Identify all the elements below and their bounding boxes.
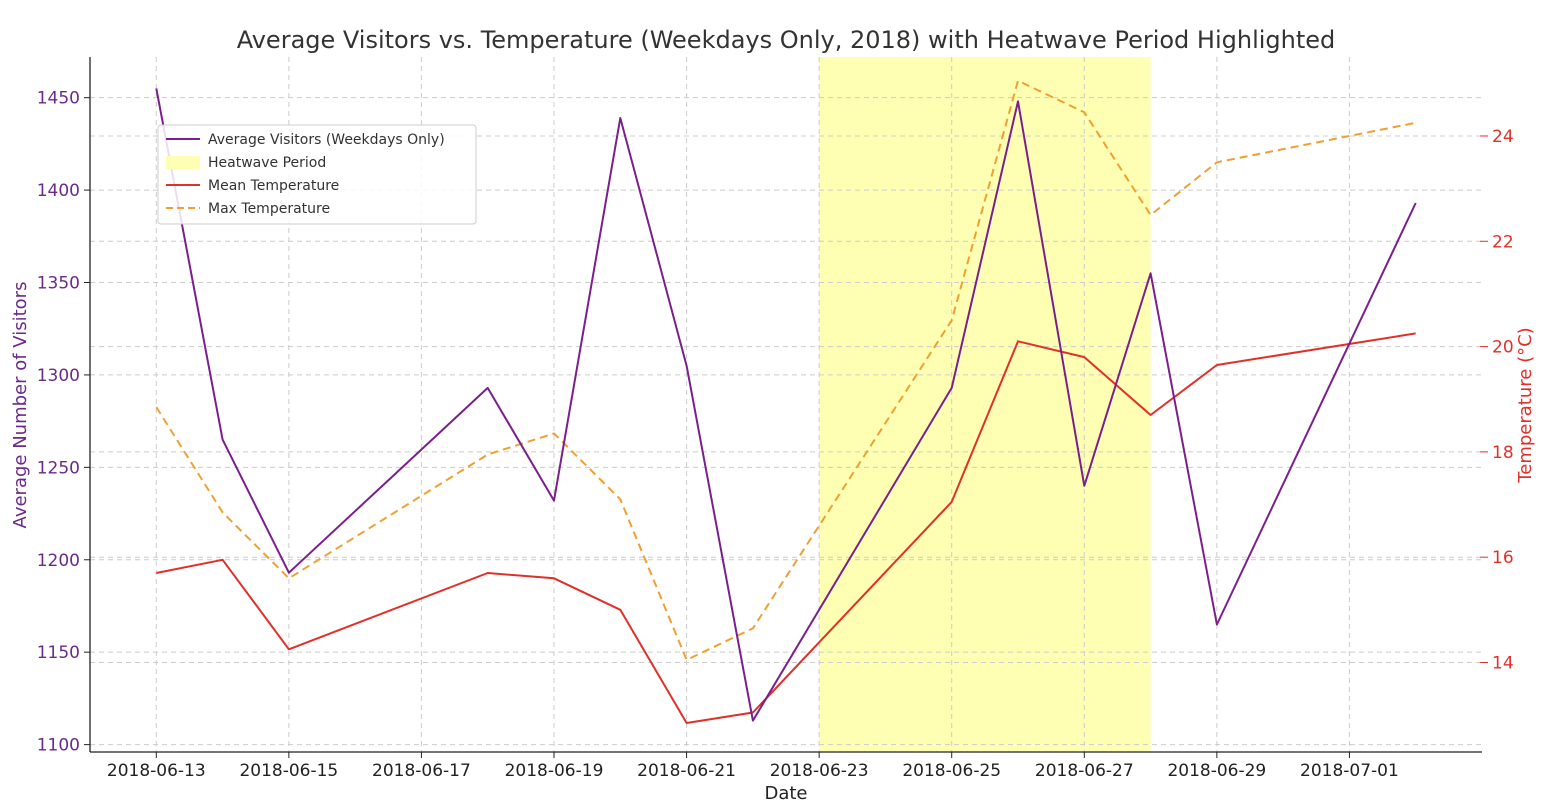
series-line-max-temperature — [155, 79, 1416, 661]
y-tick-label-left: 1250 — [37, 458, 80, 478]
x-tick-label: 2018-06-13 — [107, 761, 206, 781]
series-line-mean-temperature — [156, 332, 1416, 724]
y-tick-label-right: 24 — [1492, 127, 1514, 147]
y-tick-label-left: 1300 — [37, 366, 80, 386]
legend: Average Visitors (Weekdays Only) Heatwave… — [157, 124, 477, 225]
x-tick-label: 2018-06-27 — [1035, 761, 1134, 781]
y-tick-label-left: 1200 — [37, 551, 80, 571]
x-tick-label: 2018-06-19 — [505, 761, 604, 781]
legend-label: Mean Temperature — [208, 178, 339, 194]
legend-swatch-heatwave — [166, 156, 200, 169]
legend-box — [157, 124, 477, 225]
y-tick-label-left: 1100 — [37, 736, 80, 756]
tick-labels: 2018-06-13 2018-06-15 2018-06-17 2018-06-19… — [37, 89, 1514, 781]
y-tick-label-left: 1350 — [37, 274, 80, 294]
y-tick-label-right: 16 — [1492, 548, 1514, 568]
x-tick-label: 2018-06-15 — [239, 761, 338, 781]
y-axis-label-right: Temperature (°C) — [1515, 327, 1536, 483]
x-tick-label: 2018-06-25 — [902, 761, 1001, 781]
heatwave-band — [819, 57, 1151, 752]
legend-label: Max Temperature — [208, 201, 330, 217]
x-tick-label: 2018-06-17 — [372, 761, 471, 781]
y-tick-label-left: 1450 — [37, 89, 80, 109]
chart-title: Average Visitors vs. Temperature (Weekda… — [237, 26, 1336, 54]
y-tick-label-right: 22 — [1492, 232, 1514, 252]
series-lines — [155, 79, 1417, 724]
x-tick-label: 2018-07-01 — [1300, 761, 1399, 781]
y-tick-label-right: 18 — [1492, 443, 1514, 463]
x-axis-label: Date — [764, 783, 807, 804]
y-tick-label-left: 1400 — [37, 181, 80, 201]
y-tick-label-right: 20 — [1492, 338, 1514, 358]
y-axis-label-left: Average Number of Visitors — [10, 282, 31, 529]
y-tick-label-left: 1150 — [37, 643, 80, 663]
axes — [89, 57, 1482, 753]
legend-label: Heatwave Period — [208, 155, 326, 171]
x-tick-label: 2018-06-29 — [1167, 761, 1266, 781]
grid-lines — [90, 57, 1482, 752]
x-tick-label: 2018-06-21 — [637, 761, 736, 781]
y-tick-label-right: 14 — [1492, 653, 1514, 673]
legend-label: Average Visitors (Weekdays Only) — [208, 132, 445, 148]
series-line-average-visitors-weekdays-only — [155, 88, 1417, 722]
x-tick-label: 2018-06-23 — [770, 761, 869, 781]
